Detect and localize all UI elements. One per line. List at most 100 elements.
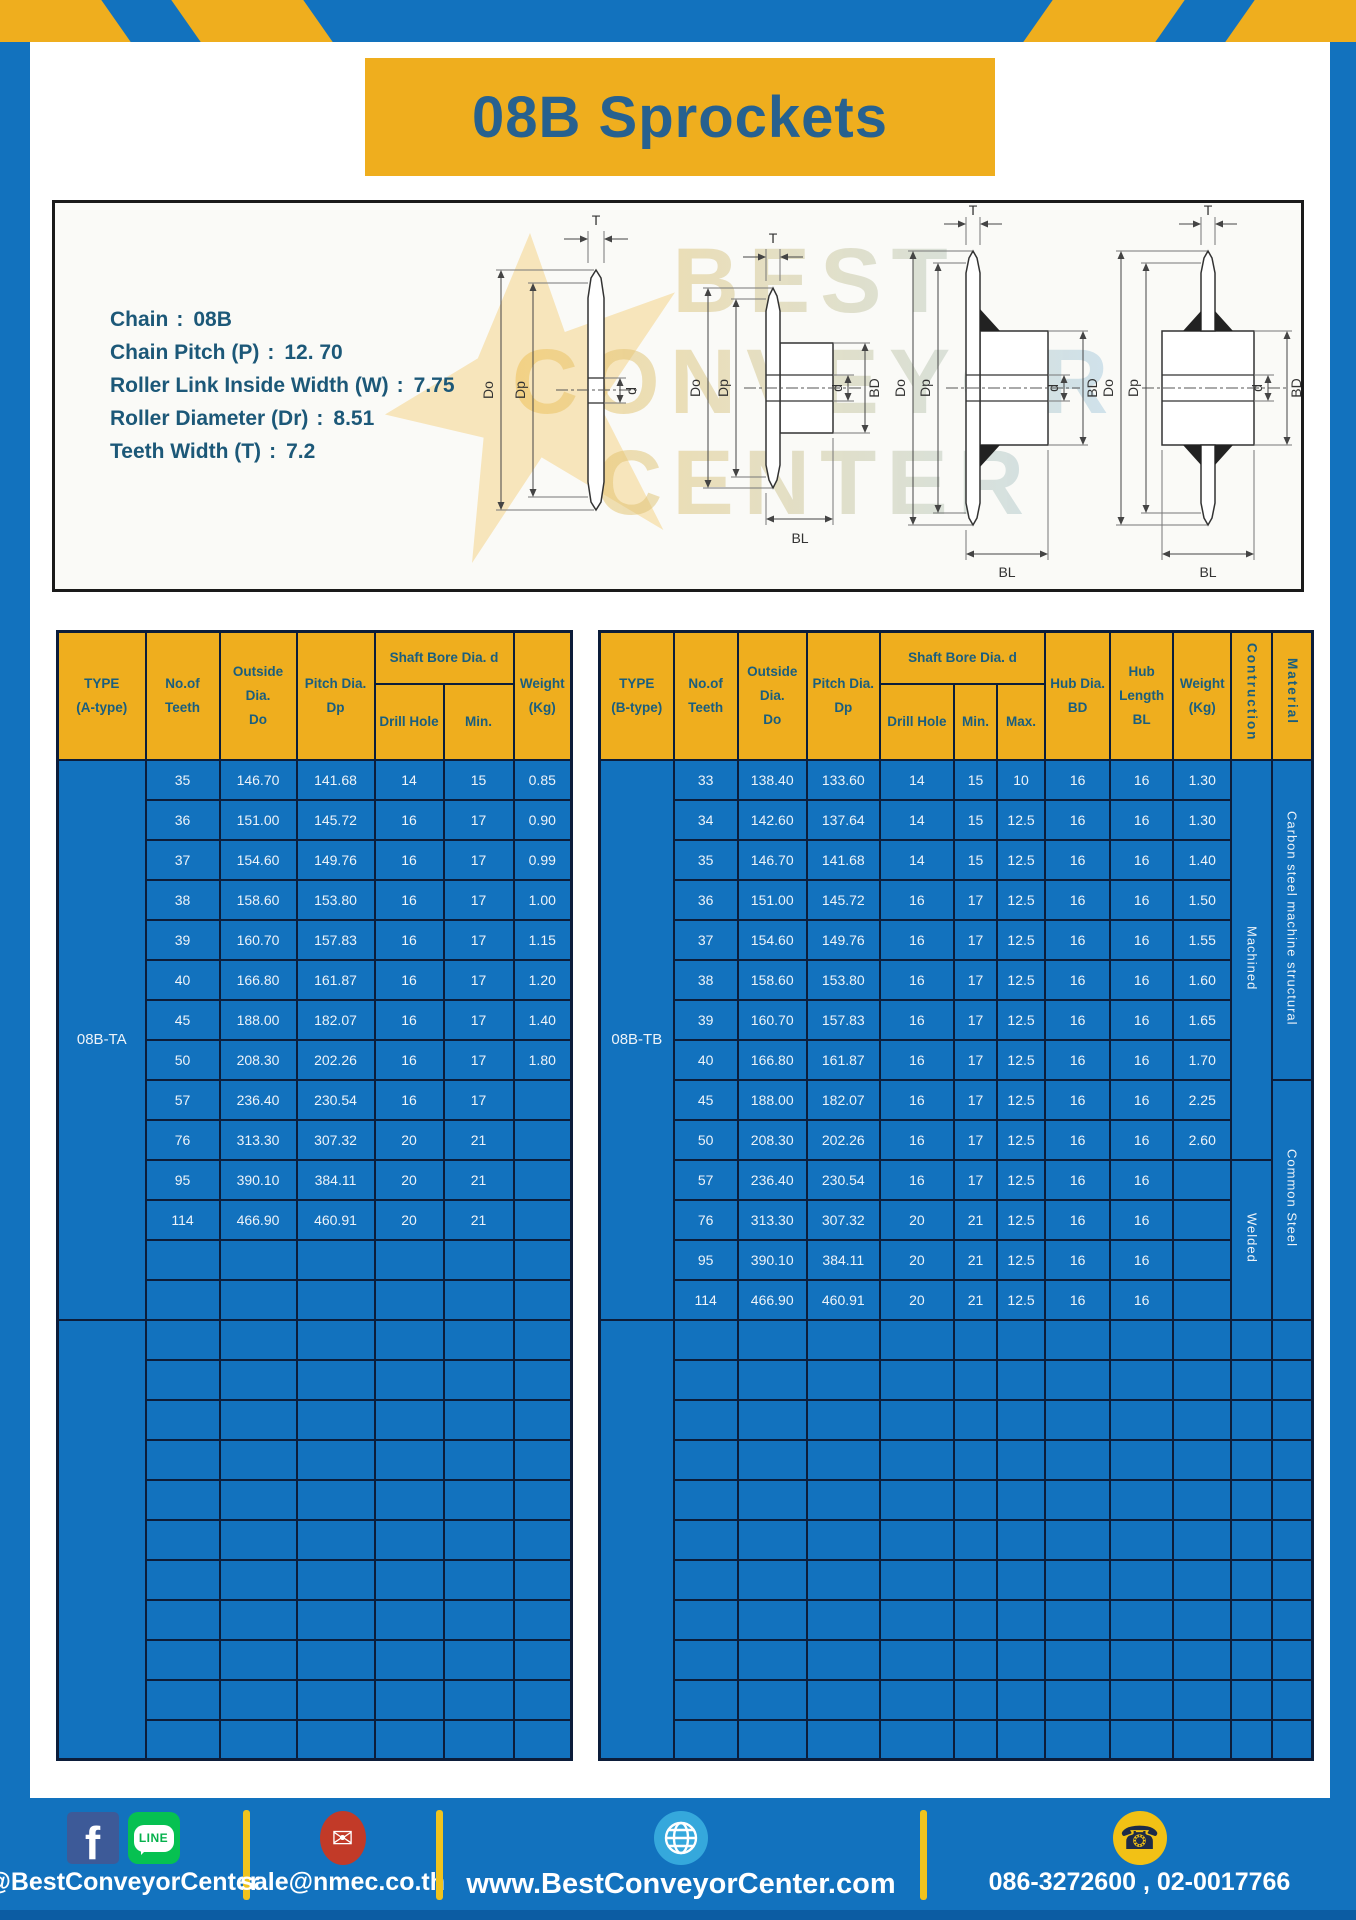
cell: 133.60 [805,758,881,801]
cell: 12.5 [995,878,1047,921]
cell: 57 [144,1078,221,1121]
cell: 2.25 [1172,1078,1233,1121]
cell [218,1558,298,1601]
cell [1044,1598,1112,1641]
cell [1109,1518,1175,1561]
table-row: 50 208.30 202.26 16 17 12.5 16 16 2.60 [600,1118,1313,1161]
cell [952,1438,999,1481]
construction-cell [1230,1598,1274,1641]
cell: 1.20 [512,958,573,1001]
col-header-drill-hole: Drill Hole [878,682,955,761]
material-cell [1271,1638,1314,1681]
type-label: 08B-TB [598,758,675,1321]
cell [736,1558,808,1601]
cell [672,1718,739,1761]
cell: 208.30 [218,1038,298,1081]
page-title: 08B Sprockets [472,84,888,150]
table-row: 95 390.10 384.11 20 21 12.5 16 16 [600,1238,1313,1281]
table-row [58,1398,573,1441]
cell: 16 [1109,1238,1175,1281]
cell: 17 [952,1118,999,1161]
cell: 145.72 [295,798,376,841]
cell: 16 [373,798,445,841]
cell [295,1278,376,1321]
cell [295,1638,376,1681]
table-row [600,1558,1314,1601]
cell [952,1358,999,1401]
cell: 202.26 [805,1118,881,1161]
cell [952,1318,999,1361]
table-row: 38 158.60 153.80 16 17 12.5 16 16 1.60 [600,958,1313,1001]
cell: 14 [878,758,955,801]
cell [512,1438,573,1481]
cell [218,1598,298,1641]
cell [995,1638,1047,1681]
cell: 16 [373,998,445,1041]
cell [1172,1438,1233,1481]
table-row [600,1678,1314,1721]
cell: 12.5 [995,1198,1047,1241]
cell: 16 [373,878,445,921]
cell [1172,1638,1233,1681]
table-row [58,1238,573,1281]
svg-text:T: T [592,212,601,228]
cell [373,1438,445,1481]
cell [672,1438,739,1481]
table-row [58,1678,573,1721]
cell [512,1078,573,1121]
a-type-table: TYPE (A-type) No.of Teeth Outside Dia. D… [56,630,574,1761]
construction-cell: Welded [1230,1158,1274,1321]
cell [805,1638,881,1681]
line-icon: LINE [127,1812,180,1864]
cell: 142.60 [736,798,808,841]
footer-divider [243,1810,250,1900]
cell [1044,1678,1112,1721]
cell: 16 [878,1078,955,1121]
cell: 390.10 [736,1238,808,1281]
cell [1172,1198,1233,1241]
cell: 16 [1044,798,1112,841]
cell [672,1598,739,1641]
cell [373,1478,445,1521]
cell [512,1238,573,1281]
cell [442,1518,515,1561]
cell [805,1478,881,1521]
cell [805,1398,881,1441]
cell: 37 [672,918,739,961]
col-header-min: Min. [952,682,999,761]
table-row: 45 188.00 182.07 16 17 1.40 [58,998,573,1041]
cell [1109,1318,1175,1361]
cell [144,1518,221,1561]
cell [736,1598,808,1641]
cell: 16 [1044,1038,1112,1081]
cell [995,1478,1047,1521]
col-header-max: Max. [995,682,1047,761]
col-header-shaft-bore: Shaft Bore Dia. d [373,630,515,685]
spec-chain-pitch: Chain Pitch (P):12. 70 [110,341,343,364]
cell [672,1638,739,1681]
svg-text:BL: BL [1199,564,1216,580]
cell: 10 [995,758,1047,801]
cell: 20 [878,1238,955,1281]
cell [442,1358,515,1401]
construction-cell [1230,1518,1274,1561]
svg-text:T: T [1204,203,1213,218]
cell [878,1358,955,1401]
cell: 17 [442,998,515,1041]
table-row [58,1478,573,1521]
cell [218,1478,298,1521]
material-cell [1271,1318,1314,1361]
cell [952,1478,999,1521]
col-header-pitch: Pitch Dia. Dp [295,630,376,761]
cell [512,1718,573,1761]
cell: 460.91 [295,1198,376,1241]
cell [218,1438,298,1481]
left-border [0,0,30,1920]
cell [1109,1558,1175,1601]
cell: 16 [878,878,955,921]
cell: 21 [952,1278,999,1321]
cell: 16 [878,958,955,1001]
svg-text:d: d [1249,384,1265,392]
construction-cell [1230,1318,1274,1361]
cell [1172,1678,1233,1721]
